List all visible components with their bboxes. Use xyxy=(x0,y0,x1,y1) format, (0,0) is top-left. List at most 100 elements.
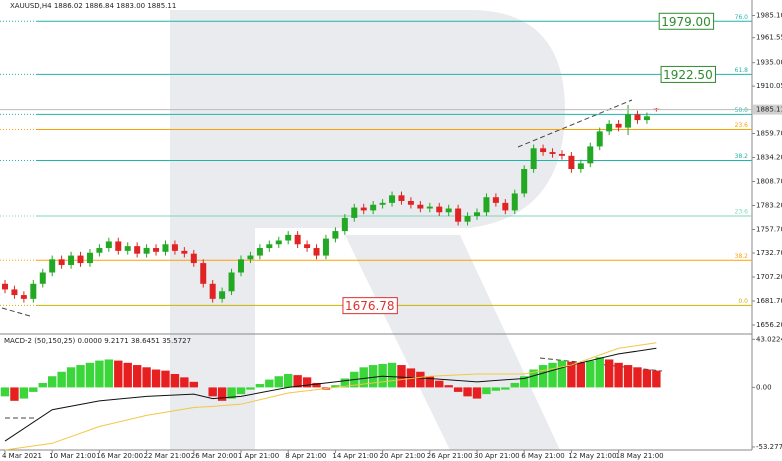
histogram-bar xyxy=(491,387,501,391)
candle-body xyxy=(634,114,641,121)
x-tick-label: 8 Apr 21:00 xyxy=(285,452,326,460)
candle-body xyxy=(266,244,273,249)
candle-body xyxy=(247,255,254,260)
histogram-bar xyxy=(576,362,586,388)
annotation-label: 1676.78 xyxy=(345,299,395,313)
y-tick-label: 1859.70 xyxy=(756,130,782,138)
y-tick-label: 1681.70 xyxy=(756,297,782,305)
histogram-bar xyxy=(19,387,29,399)
histogram-bar xyxy=(189,381,198,388)
candle-body xyxy=(115,241,122,251)
histogram-bar xyxy=(633,367,642,388)
histogram-bar xyxy=(180,377,189,388)
candle-body xyxy=(407,200,414,205)
x-tick-label: 16 Mar 20:00 xyxy=(96,452,143,460)
x-tick-label: 1 Apr 21:00 xyxy=(238,452,279,460)
candle-body xyxy=(568,155,575,169)
histogram-bar xyxy=(538,365,548,388)
candle-body xyxy=(39,272,46,284)
histogram-bar xyxy=(236,387,246,395)
histogram-bar xyxy=(208,387,217,397)
x-tick-label: 4 Mar 2021 xyxy=(2,452,42,460)
y-tick-label: 1834.20 xyxy=(756,154,782,162)
candle-body xyxy=(322,238,329,256)
indicator-title: MACD-2 (50,150,25) 0.0000 9.2171 38.6451… xyxy=(4,337,191,345)
annotation-label: 1922.50 xyxy=(663,68,713,82)
histogram-bar xyxy=(57,371,66,388)
histogram-bar xyxy=(312,382,321,388)
histogram-bar xyxy=(482,387,491,395)
y-tick-label: 1707.20 xyxy=(756,273,782,281)
histogram-bar xyxy=(265,379,274,388)
y-tick-label: 1985.10 xyxy=(756,12,782,20)
histogram-bar xyxy=(255,384,265,388)
level-label: 50.0 xyxy=(735,107,749,114)
histogram-bar xyxy=(66,367,76,388)
histogram-bar xyxy=(557,360,567,388)
candle-body xyxy=(530,148,537,169)
histogram-bar xyxy=(453,387,463,392)
candle-body xyxy=(143,248,150,254)
candle-body xyxy=(502,202,509,211)
histogram-bar xyxy=(378,363,387,388)
x-tick-label: 30 Apr 21:00 xyxy=(474,452,520,460)
annotation-box xyxy=(658,12,715,30)
candle-body xyxy=(351,207,358,218)
last-price-label: 1885.11 xyxy=(756,106,782,114)
candle-body xyxy=(134,246,141,254)
candle-body xyxy=(417,204,424,209)
histogram-bar xyxy=(123,362,132,388)
candle-body xyxy=(285,234,292,241)
histogram-bar xyxy=(170,374,180,388)
histogram-bar xyxy=(142,367,151,388)
trend-line xyxy=(539,357,663,372)
x-tick-label: 20 Apr 21:00 xyxy=(380,452,426,460)
histogram-bar xyxy=(397,365,406,388)
candle-body xyxy=(445,208,452,213)
candle-body xyxy=(398,195,405,201)
histogram-bar xyxy=(595,357,604,388)
candle-body xyxy=(77,255,84,264)
y-tick-label: 0.00 xyxy=(756,383,772,391)
histogram-bar xyxy=(642,369,652,388)
histogram-bar xyxy=(302,377,312,388)
level-label: 23.6 xyxy=(735,122,749,129)
candle-body xyxy=(483,197,490,213)
candle-body xyxy=(625,114,632,128)
histogram-bar xyxy=(614,362,623,388)
last-price-tag xyxy=(753,104,782,115)
candle-body xyxy=(294,234,301,245)
candle-body xyxy=(219,291,226,299)
histogram-bar xyxy=(114,360,123,388)
candle-body xyxy=(2,283,8,290)
candle-body xyxy=(58,259,65,265)
histogram-bar xyxy=(444,385,453,388)
y-tick-label: 1910.05 xyxy=(756,82,782,90)
y-tick-label: 1783.20 xyxy=(756,202,782,210)
histogram-bar xyxy=(340,378,350,388)
level-label: 61.8 xyxy=(735,67,749,74)
histogram-bar xyxy=(29,387,38,392)
candle-body xyxy=(464,216,471,222)
candle-body xyxy=(68,255,75,265)
candle-body xyxy=(587,146,594,164)
histogram-bar xyxy=(274,376,283,388)
candle-body xyxy=(474,212,480,217)
signal-line xyxy=(4,342,657,451)
candle-body xyxy=(379,202,386,205)
candle-body xyxy=(455,208,462,222)
histogram-bar xyxy=(529,369,538,388)
candle-body xyxy=(190,253,197,264)
x-tick-label: 18 May 21:00 xyxy=(616,452,664,460)
candle-body xyxy=(389,195,396,203)
candle-body xyxy=(558,153,565,156)
candle-body xyxy=(332,231,339,239)
y-tick-label: 1757.70 xyxy=(756,225,782,233)
histogram-bar xyxy=(38,382,47,388)
candle-body xyxy=(370,204,377,211)
candle-body xyxy=(20,295,27,299)
level-label: 38.2 xyxy=(735,253,749,260)
candle-body xyxy=(511,193,518,211)
x-tick-label: 6 May 21:00 xyxy=(521,452,565,460)
level-label: 23.6 xyxy=(735,209,749,216)
